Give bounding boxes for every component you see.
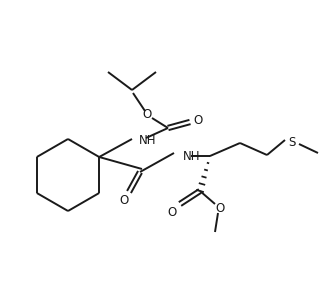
Text: O: O <box>193 114 203 128</box>
Text: NH: NH <box>139 134 156 148</box>
Text: S: S <box>288 136 296 148</box>
Text: NH: NH <box>183 150 201 162</box>
Text: O: O <box>142 108 151 122</box>
Text: O: O <box>215 202 225 215</box>
Text: O: O <box>119 194 129 206</box>
Text: O: O <box>167 206 177 219</box>
